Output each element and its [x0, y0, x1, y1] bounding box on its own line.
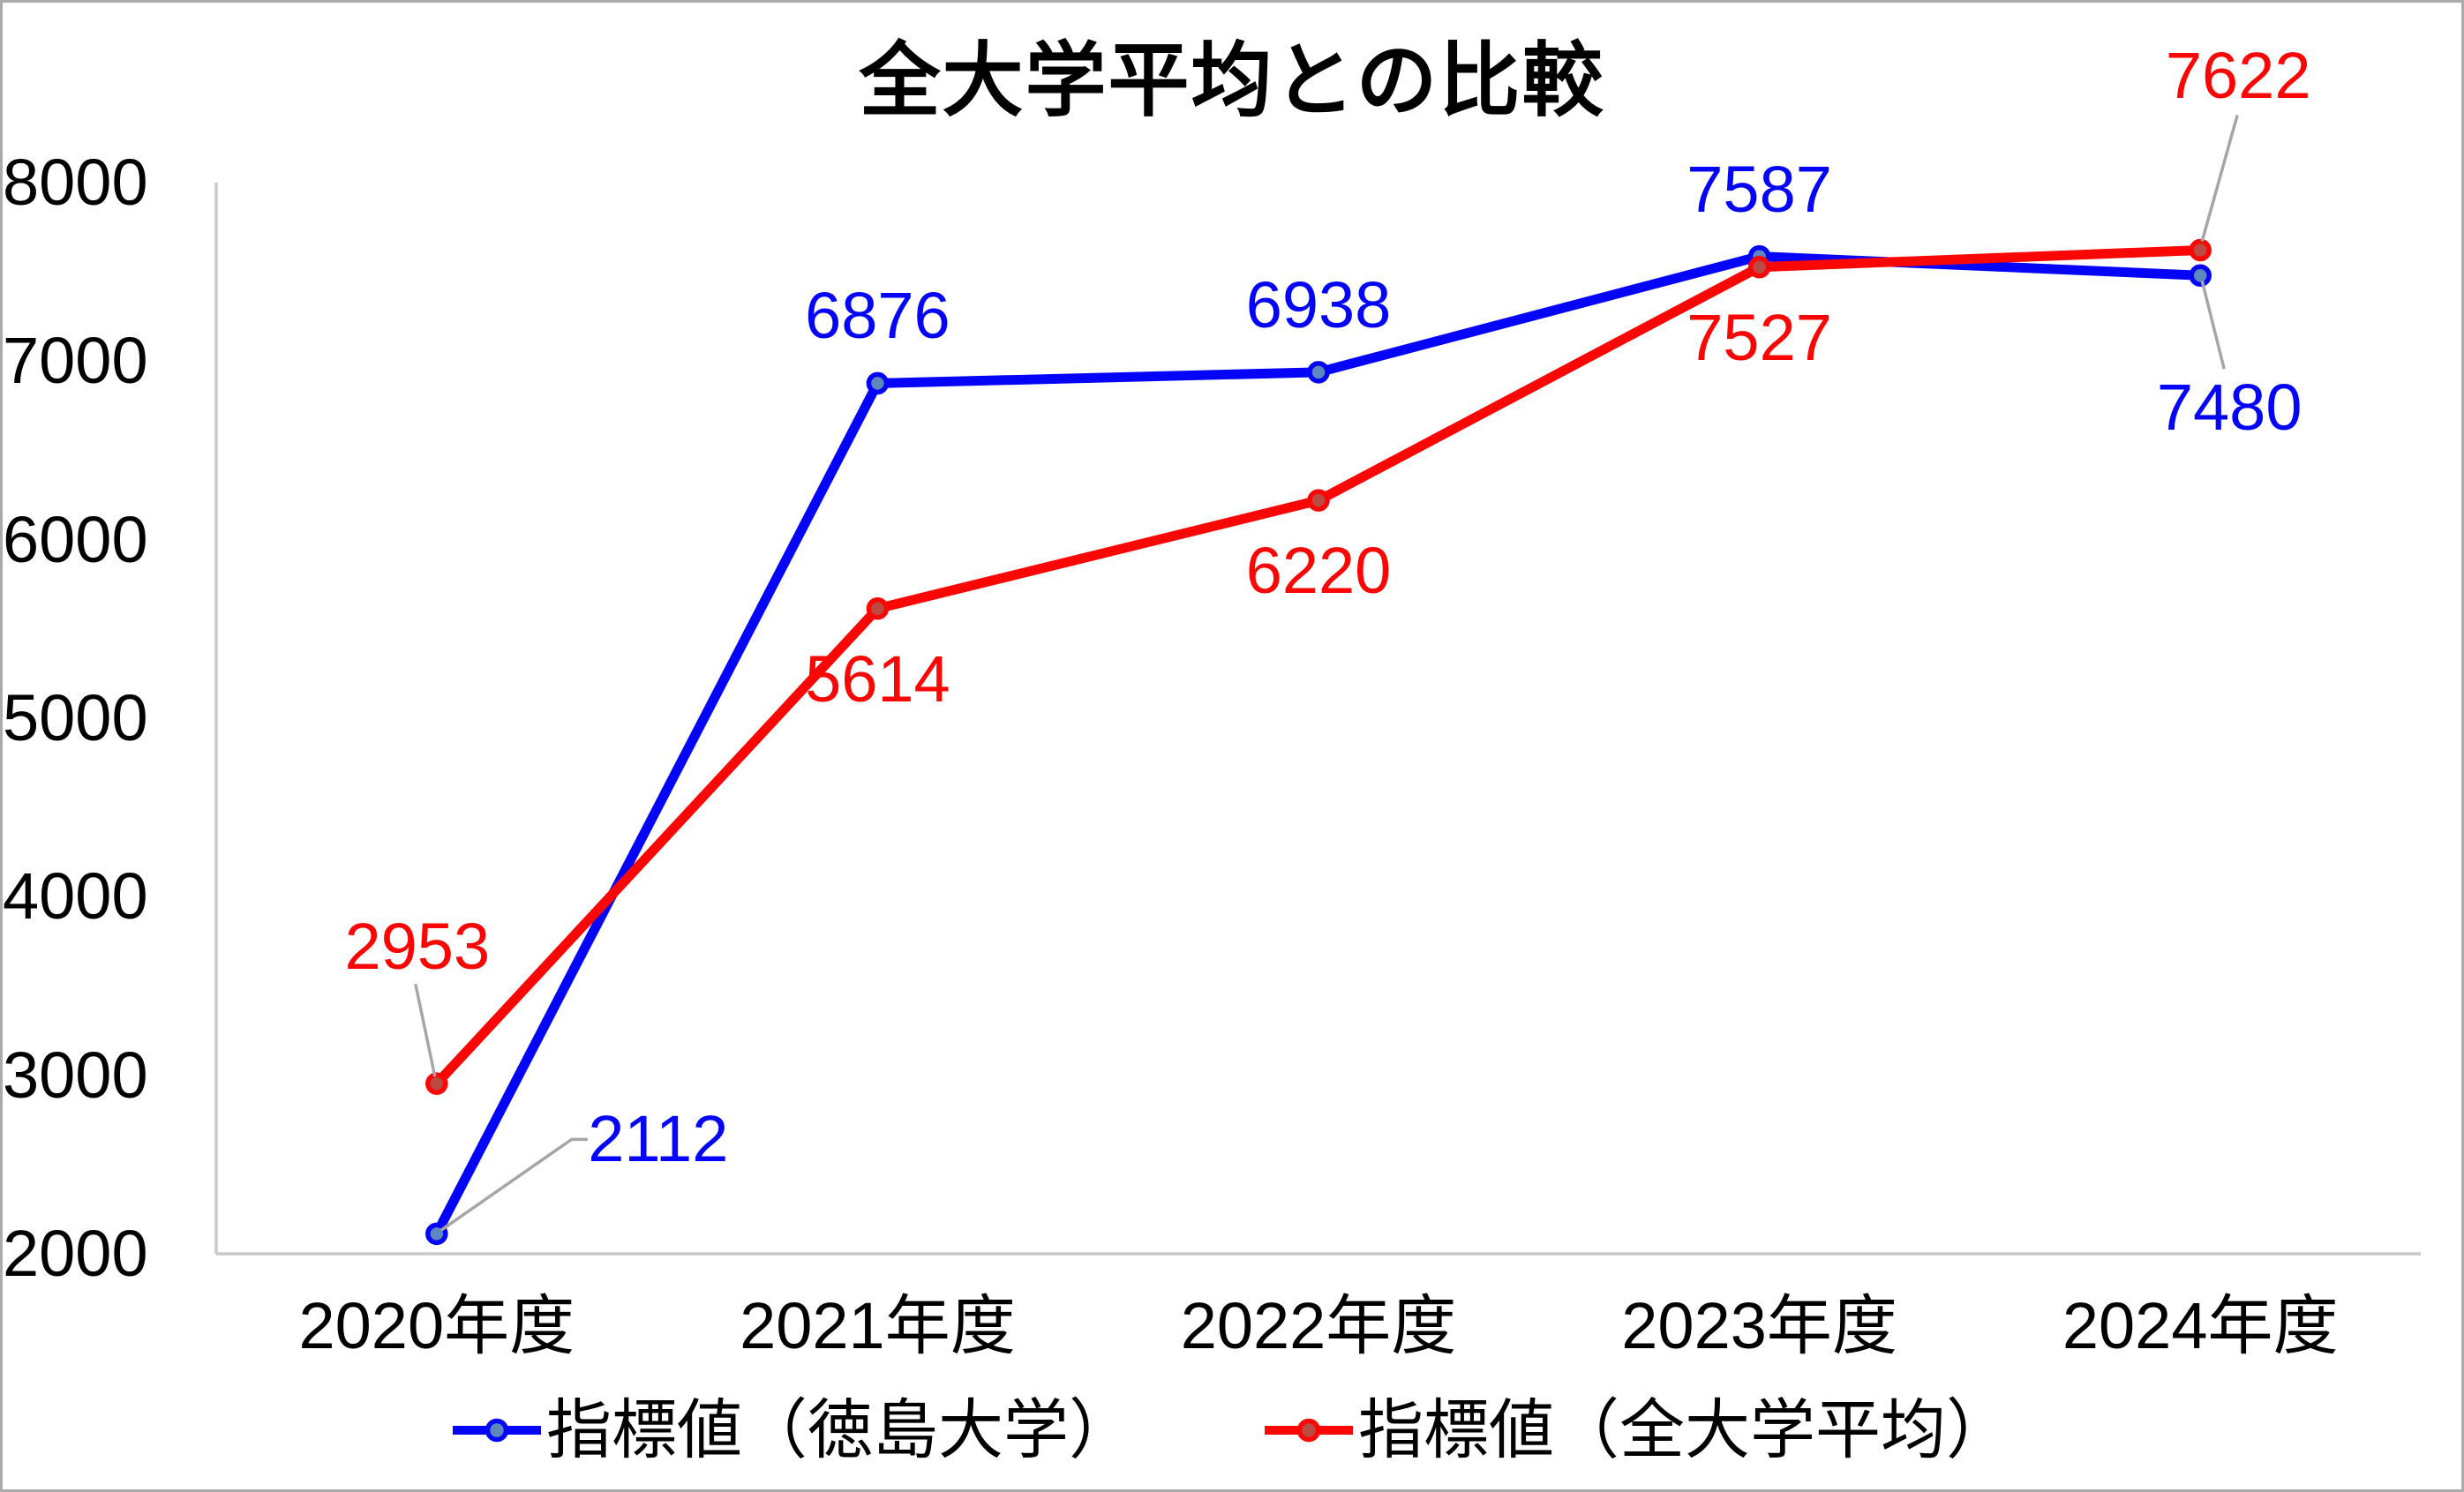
legend-item-1: 指標値（全大学平均） — [1265, 1395, 2011, 1466]
y-tick-label-7000: 7000 — [3, 324, 148, 398]
series-0-marker-1 — [866, 371, 890, 395]
data-label-series-0-point-3: 7587 — [1686, 152, 1832, 226]
y-tick-label-2000: 2000 — [3, 1217, 148, 1290]
legend-label-0: 指標値（徳島大学） — [546, 1393, 1134, 1466]
y-tick-label-3000: 3000 — [3, 1038, 148, 1112]
series-0-line — [432, 251, 2205, 1239]
data-label-series-0-point-1: 6876 — [805, 279, 950, 353]
series-0-marker-4 — [2189, 264, 2212, 287]
data-label-series-0-point-4: 7480 — [2156, 371, 2302, 445]
legend-swatch-1 — [1265, 1418, 1353, 1443]
legend-swatch-0 — [453, 1418, 541, 1443]
data-label-series-0-point-2: 6938 — [1245, 267, 1392, 341]
legend-item-0: 指標値（徳島大学） — [453, 1395, 1134, 1466]
chart-title: 全大学平均との比較 — [859, 36, 1605, 126]
data-label-leader-line — [2200, 115, 2239, 242]
y-tick-label-8000: 8000 — [3, 146, 148, 219]
x-category-label-4: 2024年度 — [2062, 1289, 2339, 1362]
data-label-series-1-point-1: 5614 — [805, 641, 950, 716]
x-category-label-1: 2021年度 — [740, 1289, 1016, 1362]
data-label-series-1-point-2: 6220 — [1245, 534, 1392, 608]
series-1-marker-0 — [425, 1072, 448, 1095]
y-tick-label-6000: 6000 — [3, 502, 148, 576]
series-1-marker-2 — [1307, 489, 1330, 512]
legend-marker-icon — [485, 1418, 509, 1443]
x-category-label-0: 2020年度 — [298, 1289, 575, 1362]
series-1-marker-4 — [2189, 238, 2212, 262]
data-label-leader-line — [2200, 280, 2226, 370]
legend-marker-icon — [1296, 1418, 1321, 1443]
data-label-leader-line — [414, 983, 437, 1077]
series-0-marker-2 — [1307, 361, 1330, 384]
y-tick-label-4000: 4000 — [3, 859, 148, 933]
data-label-series-0-point-0: 2112 — [588, 1102, 729, 1176]
x-category-label-2: 2022年度 — [1180, 1289, 1457, 1362]
data-label-series-1-point-4: 7622 — [2165, 39, 2311, 113]
data-label-series-1-point-3: 7527 — [1686, 300, 1832, 374]
legend-label-1: 指標値（全大学平均） — [1358, 1393, 2011, 1466]
data-label-series-1-point-0: 2953 — [344, 910, 491, 984]
series-1-marker-1 — [866, 597, 890, 620]
legend: 指標値（徳島大学） 指標値（全大学平均） — [3, 1395, 2461, 1466]
plot-area — [214, 115, 2421, 1256]
x-category-label-3: 2023年度 — [1621, 1289, 1897, 1362]
data-label-leader-line — [439, 1137, 588, 1232]
y-tick-label-5000: 5000 — [3, 681, 148, 754]
series-1-marker-3 — [1747, 255, 1771, 279]
